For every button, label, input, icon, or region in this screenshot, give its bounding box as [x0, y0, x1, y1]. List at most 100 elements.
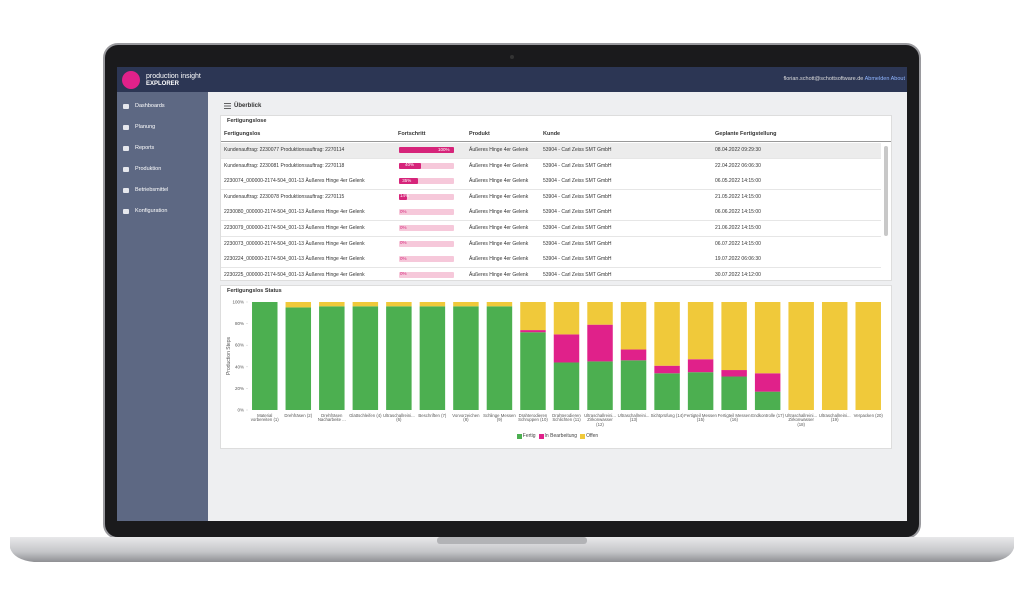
table-row[interactable]: Kundenauftrag: 2230077 Produktionsauftra…: [221, 143, 881, 159]
nav-item[interactable]: Dashboards: [135, 103, 165, 109]
column-header: Fortschritt: [398, 131, 426, 137]
legend-label[interactable]: In Bearbeitung: [544, 433, 578, 439]
breadcrumb: Überblick: [234, 103, 262, 109]
x-tick-label: Verpacken (20): [853, 413, 883, 418]
progress-track: 0%: [399, 241, 454, 247]
x-tick-label: Drehfräsen (2): [284, 413, 313, 418]
bar-segment: [419, 306, 446, 410]
table-row[interactable]: 2230080_000000-2174-504_001-13 Äußeres H…: [221, 205, 881, 222]
nav-icon: [123, 167, 129, 172]
cell-produkt: Äußeres Hinge 4er Gelenk: [469, 225, 529, 231]
cell-date: 21.06.2022 14:15:00: [715, 225, 761, 231]
nav-icon: [123, 125, 129, 130]
progress-label: 0%: [400, 224, 407, 230]
progress-track: 35%: [399, 178, 454, 185]
legend-label[interactable]: Fertig: [522, 433, 536, 439]
progress-bar: [399, 178, 419, 185]
user-bar: florian.schott@schottsoftware.de Abmelde…: [784, 76, 906, 82]
nav-item[interactable]: Planung: [135, 124, 156, 130]
cell-date: 06.07.2022 14:15:00: [715, 240, 761, 247]
x-tick-label: Ultraschallreini... (19): [818, 413, 851, 423]
x-tick-label: Schlinge Messen (9): [483, 413, 516, 423]
progress-track: 14%: [399, 194, 454, 200]
bar-segment: [721, 376, 747, 410]
cell-date: 19.07.2022 06:06:30: [715, 256, 761, 263]
cell-produkt: Äußeres Hinge 4er Gelenk: [469, 271, 529, 278]
chart: Production Steps 0% 20% 40% 60% 80% 100%: [226, 300, 881, 413]
cell-los: Kundenauftrag: 2230077 Produktionsauftra…: [224, 147, 345, 153]
legend-swatch: [516, 433, 522, 439]
table-panel: Fertigungslose Fertigungslos Fortschritt Pr…: [220, 115, 892, 281]
y-tick-label: 100%: [232, 300, 244, 305]
cell-los: 2230074_000000-2174-504_001-13 Äußeres H…: [224, 178, 365, 185]
table-row[interactable]: Kundenauftrag: 2230078 Produktionsauftra…: [221, 189, 881, 206]
progress-label: 0%: [400, 240, 407, 246]
nav-icon: [123, 188, 129, 193]
table-row[interactable]: 2230074_000000-2174-504_001-13 Äußeres H…: [221, 174, 881, 191]
legend-label[interactable]: Offen: [586, 433, 599, 439]
bar-segment: [252, 302, 278, 410]
bar-segment: [620, 302, 647, 350]
cell-kunde: 53904 - Carl Zeiss SMT GmbH: [543, 225, 612, 231]
x-tick-label: Beschriften (7): [418, 413, 447, 418]
logo-icon: [122, 71, 140, 89]
legend-swatch: [538, 433, 544, 439]
cell-kunde: 53904 - Carl Zeiss SMT GmbH: [543, 209, 612, 216]
sidebar: Dashboards Planung Reports Produktion Betrie…: [117, 92, 208, 521]
bar-segment: [319, 306, 345, 410]
table-title: Fertigungslose: [227, 118, 267, 124]
nav-item[interactable]: Produktion: [135, 166, 162, 172]
cell-los: 2230224_000000-2174-504_001-13 Äußeres H…: [224, 256, 365, 263]
cell-kunde: 53904 - Carl Zeiss SMT GmbH: [543, 162, 612, 169]
bar-segment: [520, 302, 546, 331]
about-link[interactable]: About: [890, 76, 905, 82]
nav-item[interactable]: Betriebsmittel: [135, 187, 169, 193]
x-tick-label: Fertigteil Messen (15): [684, 413, 717, 423]
x-tick-label: Endkontrolle (17): [751, 413, 785, 418]
y-tick-label: 60%: [235, 343, 244, 348]
bar-segment: [754, 373, 781, 392]
nav-icon: [123, 209, 129, 214]
x-tick-label: Ultraschallreini... Zirkonwasser (18): [785, 413, 818, 427]
y-tick-label: 40%: [235, 364, 244, 369]
nav-item[interactable]: Reports: [135, 145, 155, 151]
progress-label: 40%: [405, 162, 415, 168]
bar-segment: [620, 349, 647, 361]
cell-los: 2230225_000000-2174-504_001-13 Äußeres H…: [224, 271, 365, 278]
bar-segment: [821, 302, 848, 410]
column-header: Kunde: [543, 131, 561, 137]
progress-label: 0%: [400, 271, 407, 277]
x-tick-label: Vorvorzeichen (8): [452, 413, 480, 423]
logo-title: production insight: [146, 73, 201, 80]
bar-segment: [587, 302, 613, 325]
logout-link[interactable]: Abmelden: [864, 76, 890, 82]
bar-segment: [553, 302, 580, 335]
chart-title: Fertigungslos Status: [227, 288, 282, 294]
bar-segment: [453, 306, 479, 410]
progress-label: 0%: [400, 208, 407, 214]
cell-kunde: 53904 - Carl Zeiss SMT GmbH: [543, 256, 612, 263]
table-row[interactable]: Kundenauftrag: 2230081 Produktionsauftra…: [221, 158, 881, 175]
nav-item[interactable]: Konfiguration: [135, 208, 168, 214]
table-row[interactable]: 2230225_000000-2174-504_001-13 Äußeres H…: [221, 267, 881, 280]
x-tick-label: Ultraschallreini... (13): [617, 413, 650, 423]
bar-segment: [386, 306, 412, 410]
cell-los: 2230080_000000-2174-504_001-13 Äußeres H…: [224, 209, 365, 216]
bar-segment: [486, 302, 513, 307]
nav-icon: [123, 104, 129, 109]
bar-segment: [687, 359, 714, 373]
table-row[interactable]: 2230079_000000-2174-504_001-13 Äußeres H…: [221, 221, 881, 237]
scrollbar[interactable]: [884, 146, 888, 236]
cell-kunde: 53904 - Carl Zeiss SMT GmbH: [543, 271, 612, 278]
menu-icon[interactable]: [224, 103, 232, 109]
top-bar: [117, 67, 907, 92]
cell-kunde: 53904 - Carl Zeiss SMT GmbH: [543, 147, 612, 153]
column-header: Fertigungslos: [224, 131, 261, 137]
table-row[interactable]: 2230224_000000-2174-504_001-13 Äußeres H…: [221, 252, 881, 269]
table-row[interactable]: 2230073_000000-2174-504_001-13 Äußeres H…: [221, 236, 881, 253]
bar-segment: [654, 365, 680, 374]
x-tick-label: Fertigteil Messen (16): [717, 413, 751, 423]
bar-segment: [754, 302, 781, 374]
progress-track: 0%: [399, 225, 454, 231]
